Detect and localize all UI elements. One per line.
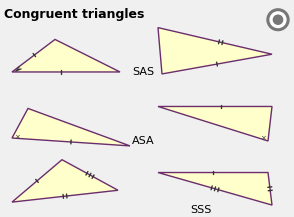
Circle shape	[270, 12, 286, 28]
Polygon shape	[158, 28, 272, 74]
Text: ×: ×	[14, 134, 20, 140]
Polygon shape	[12, 160, 118, 202]
Polygon shape	[12, 108, 130, 146]
Text: SSS: SSS	[190, 205, 211, 215]
Circle shape	[273, 15, 283, 24]
Text: ×: ×	[260, 135, 266, 141]
Circle shape	[267, 9, 289, 31]
Text: Congruent triangles: Congruent triangles	[4, 8, 144, 21]
Text: SAS: SAS	[132, 67, 154, 77]
Polygon shape	[12, 39, 120, 72]
Polygon shape	[158, 107, 272, 141]
Text: ASA: ASA	[132, 136, 155, 146]
Polygon shape	[158, 173, 272, 205]
